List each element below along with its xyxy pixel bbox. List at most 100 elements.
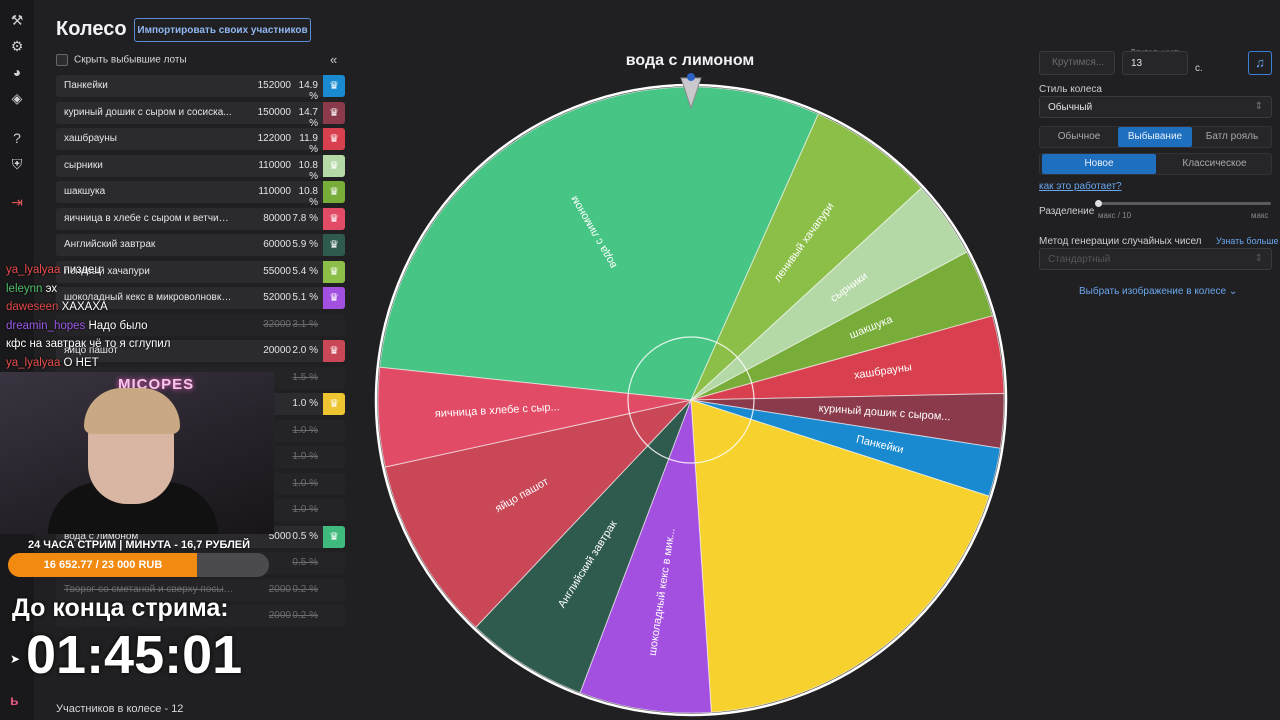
hide-dropped-label: Скрыть выбывшие лоты — [74, 54, 187, 66]
import-participants-button[interactable]: Импортировать своих участников — [134, 18, 311, 42]
lot-row[interactable]: ленивый хачапури 55000 5.4 % ♛ — [56, 260, 345, 283]
stream-timer: 01:45:01 — [26, 625, 243, 685]
lot-row[interactable]: яичница в хлебе с сыром и ветчиной 80000 7… — [56, 207, 345, 230]
split-min-label: макс / 10 — [1098, 211, 1132, 220]
lot-row[interactable]: 2000 0.2 % — [56, 605, 345, 627]
music-note-icon[interactable]: ♫ — [1248, 51, 1272, 75]
lot-row[interactable]: шакшука 110000 10.8 % ♛ — [56, 181, 345, 208]
lot-name: хашбрауны — [64, 133, 117, 144]
hide-dropped-checkbox[interactable] — [56, 54, 68, 66]
wheel-slice — [690, 113, 923, 401]
duration-input[interactable]: 13 — [1122, 51, 1188, 75]
wheel-chart[interactable]: вода с лимоном ленивый хачапурисырникишак… — [370, 75, 1010, 720]
lot-amount: 80000 — [263, 212, 291, 224]
chat-username: ya_lyalyaa — [6, 264, 64, 276]
chat-text: О НЕТ — [63, 356, 99, 369]
left-icon-bar: ⚒ ⚙ ◕ ◈ ? ⛨ ⇥ — [0, 0, 34, 720]
lot-amount: 20000 — [263, 345, 291, 356]
lot-percent: 1.0 % — [292, 451, 318, 462]
lot-row[interactable]: Творог со сметаной и сверху посыпа... 200… — [56, 578, 345, 601]
tab-normal[interactable]: Обычное — [1057, 131, 1101, 142]
lot-amount: 5000 — [268, 530, 291, 542]
wheel-slice — [579, 399, 712, 714]
lot-color-swatch[interactable]: ♛ — [323, 340, 345, 362]
lot-percent: 7.8 % — [292, 212, 318, 224]
lot-color-swatch[interactable]: ♛ — [323, 525, 345, 548]
lot-amount: 152000 — [257, 80, 291, 91]
split-max-label: макс — [1251, 211, 1269, 220]
lot-percent: 3.1 % — [292, 318, 318, 330]
split-slider[interactable] — [1095, 200, 1271, 207]
lot-amount: 60000 — [263, 239, 291, 250]
lot-color-swatch[interactable]: ♛ — [323, 234, 345, 256]
lot-row[interactable]: шоколадный кекс в микроволновке ... 52000… — [56, 287, 345, 309]
donation-text: 16 652.77 / 23 000 RUB — [43, 559, 163, 571]
chat-text: кфс на завтрак чё то я сглупил — [6, 338, 171, 350]
lot-color-swatch[interactable]: ♛ — [323, 101, 345, 124]
lot-row[interactable]: 32000 3.1 % — [56, 313, 345, 336]
how-it-works-link[interactable]: как это работает? — [1039, 181, 1122, 192]
lot-color-swatch[interactable]: ♛ — [323, 75, 345, 97]
lot-color-swatch[interactable]: ♛ — [323, 287, 345, 309]
chat-message: leleynn эх — [6, 283, 57, 295]
chat-text: пиздец — [63, 264, 101, 276]
lot-amount: 2000 — [268, 583, 291, 595]
telegram-icon: ➤ — [10, 652, 21, 666]
split-slider-handle[interactable] — [1095, 200, 1102, 207]
tab-classic[interactable]: Классическое — [1182, 158, 1247, 169]
gear-icon[interactable]: ⚙ — [10, 38, 24, 54]
rng-learn-more-link[interactable]: Узнать больше — [1216, 236, 1279, 246]
wheel-slice — [475, 399, 692, 694]
until-end-label: До конца стрима: — [12, 594, 229, 622]
choose-wheel-image-label: Выбрать изображение в колесе — [1079, 286, 1227, 297]
chat-message: dreamin_hopes Надо было — [6, 320, 148, 332]
chat-text: эх — [45, 282, 58, 295]
lot-amount: 52000 — [263, 292, 291, 303]
lot-color-swatch[interactable]: ♛ — [323, 128, 345, 150]
lot-color-swatch[interactable]: ♛ — [323, 154, 345, 177]
lot-percent: 1.0 % — [292, 424, 318, 436]
lot-percent: 1.5 % — [292, 371, 318, 383]
select-arrows-icon: ⇕ — [1254, 101, 1263, 112]
lot-name: шакшука — [64, 186, 106, 197]
lot-color-swatch[interactable]: ♛ — [323, 393, 345, 415]
hide-dropped-toggle[interactable]: Скрыть выбывшие лоты — [56, 54, 187, 66]
collapse-panel-icon[interactable]: « — [330, 52, 338, 67]
wheel-style-select[interactable]: Обычный ⇕ — [1039, 96, 1272, 118]
hammer-icon[interactable]: ⚒ — [10, 12, 24, 28]
tab-elimination[interactable]: Выбывание — [1118, 127, 1192, 147]
lot-amount: 150000 — [257, 106, 291, 118]
lot-row[interactable]: Панкейки 152000 14.9 % ♛ — [56, 75, 345, 102]
chat-message: кфс на завтрак чё то я сглупил — [6, 338, 170, 350]
lot-amount: 32000 — [263, 318, 291, 330]
chevron-down-icon: ⌄ — [1228, 286, 1238, 297]
wheel-icon[interactable]: ◕ — [12, 64, 22, 80]
chat-username: leleynn — [6, 282, 46, 295]
lot-percent: 1.0 % — [292, 477, 318, 489]
lot-row[interactable]: хашбрауны 122000 11.9 % ♛ — [56, 128, 345, 155]
lot-percent: 10.8 % — [298, 186, 318, 208]
mode-tabs: Обычное Выбывание Батл рояль — [1039, 126, 1272, 148]
lot-amount: 55000 — [263, 265, 291, 277]
lot-row[interactable]: сырники 110000 10.8 % ♛ — [56, 154, 345, 182]
lot-color-swatch[interactable]: ♛ — [323, 207, 345, 230]
logout-icon[interactable]: ⇥ — [11, 194, 23, 210]
lot-color-swatch[interactable]: ♛ — [323, 260, 345, 283]
lot-row[interactable]: куриный дошик с сыром и сосиска... 150000… — [56, 101, 345, 129]
lot-name: Английский завтрак — [64, 239, 156, 250]
shield-icon[interactable]: ⛨ — [11, 156, 23, 172]
webcam-overlay: MICOPES — [0, 372, 274, 534]
rng-method-select[interactable]: Стандартный ⇕ — [1039, 248, 1272, 270]
rng-method-value: Стандартный — [1048, 254, 1111, 265]
lot-row[interactable]: Английский завтрак 60000 5.9 % ♛ — [56, 234, 345, 256]
lot-color-swatch[interactable]: ♛ — [323, 181, 345, 203]
choose-wheel-image-link[interactable]: Выбрать изображение в колесе ⌄ — [1079, 286, 1237, 297]
layers-icon[interactable]: ◈ — [11, 90, 23, 106]
tab-new[interactable]: Новое — [1042, 154, 1156, 174]
wheel-pointer-icon — [680, 73, 702, 110]
tab-battle-royale[interactable]: Батл рояль — [1205, 131, 1259, 142]
help-icon[interactable]: ? — [13, 130, 21, 146]
spin-button[interactable]: Крутимся... — [1039, 51, 1115, 75]
lot-row[interactable]: яйцо пашот 20000 2.0 % ♛ — [56, 340, 345, 362]
lot-percent: 0.2 % — [292, 583, 318, 595]
